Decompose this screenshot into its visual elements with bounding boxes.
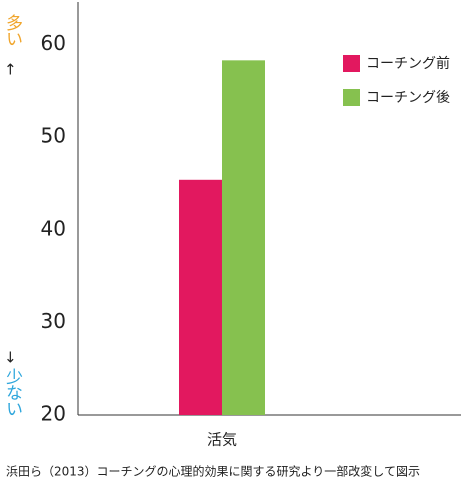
bar	[179, 179, 222, 415]
low-label: 少ない	[2, 368, 22, 416]
y-tick-label: 20	[41, 402, 66, 426]
legend-label: コーチング前	[366, 55, 450, 72]
legend-swatch	[343, 55, 360, 72]
y-tick-label: 40	[41, 216, 66, 240]
y-tick-label: 30	[41, 309, 66, 333]
x-tick-label: 活気	[207, 431, 237, 449]
caption: 浜田ら（2013）コーチングの心理的効果に関する研究より一部改変して図示	[6, 464, 420, 479]
legend-label: コーチング後	[366, 90, 450, 106]
high-label: 多い	[2, 14, 22, 46]
y-tick-label: 50	[41, 124, 66, 148]
bar	[222, 60, 265, 416]
legend-swatch	[343, 89, 360, 106]
arrow-up: ↑	[4, 61, 17, 79]
y-tick-label: 60	[41, 31, 66, 55]
arrow-down: ↓	[4, 349, 17, 367]
